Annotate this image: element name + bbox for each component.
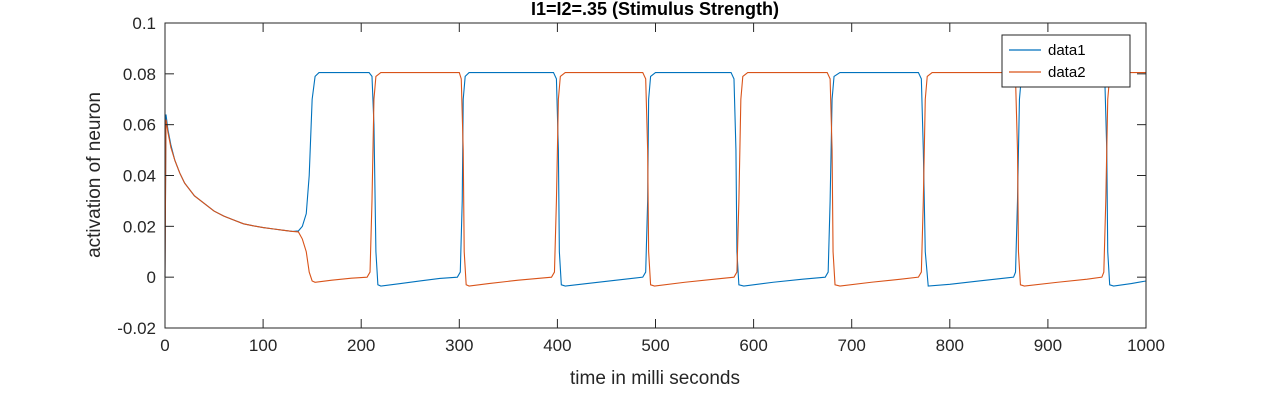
legend-box [1001,34,1131,88]
y-axis: -0.02 0 0.02 0.04 0.06 0.08 0.1 [117,14,1146,338]
y-tick-label: 0.02 [123,217,156,236]
series-line-data2 [164,72,1146,287]
x-tick-label: 0 [160,336,169,355]
y-tick-label: -0.02 [117,319,156,338]
x-tick-label: 200 [347,336,375,355]
x-tick-label: 600 [739,336,767,355]
x-axis: 0 100 200 300 400 500 600 700 800 900 1000 [160,23,1165,355]
y-axis-label: activation of neuron [84,92,105,258]
y-tick-label: 0.06 [123,116,156,135]
y-tick-label: 0.04 [123,167,156,186]
legend-label-data1: data1 [1048,42,1086,59]
legend-label-data2: data2 [1048,64,1086,81]
x-tick-label: 500 [641,336,669,355]
y-tick-label: 0.1 [132,14,156,33]
x-tick-label: 900 [1034,336,1062,355]
chart-title: I1=I2=.35 (Stimulus Strength) [531,0,779,19]
y-tick-label: 0.08 [123,65,156,84]
x-tick-label: 400 [543,336,571,355]
x-tick-label: 100 [249,336,277,355]
x-tick-label: 800 [936,336,964,355]
x-tick-label: 1000 [1127,336,1165,355]
y-tick-label: 0 [147,268,156,287]
x-axis-label: time in milli seconds [570,368,740,389]
plot-area [165,23,1146,328]
x-tick-label: 700 [838,336,866,355]
legend: data1 data2 [1001,34,1131,88]
series-layer [164,72,1147,287]
x-tick-label: 300 [445,336,473,355]
